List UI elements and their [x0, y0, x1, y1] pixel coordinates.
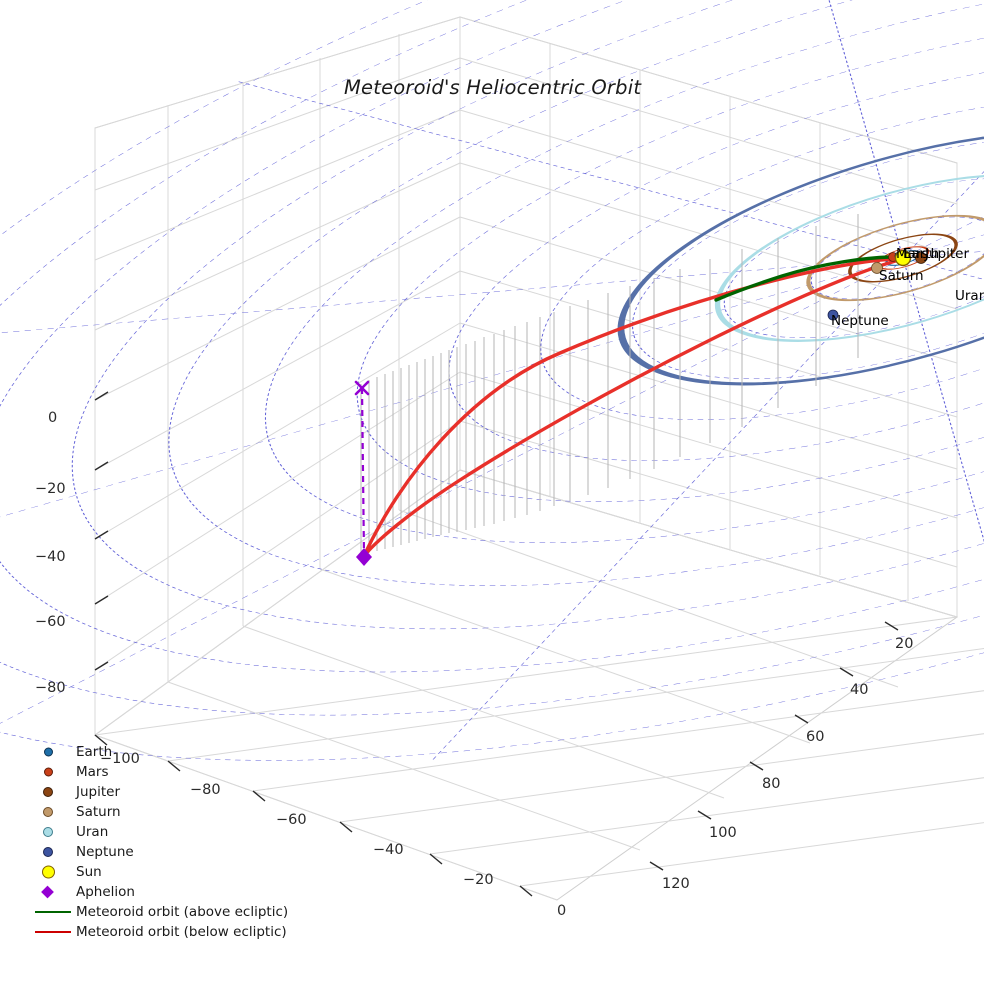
body-label-neptune: Neptune [831, 313, 889, 329]
legend-marker-jupiter [43, 787, 53, 797]
y-tick-label-1: 40 [850, 682, 869, 698]
legend-label: Meteoroid orbit (below ecliptic) [76, 924, 287, 940]
orbit-uran [714, 174, 984, 342]
legend-label: Neptune [76, 844, 134, 860]
legend-item-jupiter: Jupiter [30, 782, 320, 802]
legend-label: Sun [76, 864, 102, 880]
legend-item-saturn: Saturn [30, 802, 320, 822]
legend-label: Aphelion [76, 884, 135, 900]
legend-marker-earth [43, 747, 53, 757]
legend-label: Jupiter [76, 784, 121, 800]
legend-marker-saturn [43, 807, 53, 817]
z-tick-label-0: 0 [48, 410, 58, 426]
legend-marker-mars [43, 767, 53, 777]
legend-marker-neptune [43, 847, 53, 857]
projection-droplines [360, 214, 859, 556]
orbit-neptune [617, 130, 984, 386]
legend-item-meteoroid-orbit-above-ecliptic: Meteoroid orbit (above ecliptic) [30, 902, 320, 922]
legend-marker-aphelion [40, 885, 54, 899]
z-tick-label-3: −60 [35, 614, 66, 630]
y-tick-label-3: 80 [762, 776, 781, 792]
x-tick-label-2: −60 [276, 812, 307, 828]
body-dot-saturn [871, 262, 883, 274]
plot-legend: Earth Mars Jupiter Saturn Uran Neptune Sun Aphe… [30, 742, 320, 942]
axes3d-panes [93, 16, 984, 901]
x-tick-label-5: 0 [557, 903, 567, 919]
y-tick-label-5: 120 [662, 876, 690, 892]
legend-item-aphelion: Aphelion [30, 882, 320, 902]
meteoroid-orbit-below-ecliptic [362, 257, 905, 558]
legend-item-sun: Sun [30, 862, 320, 882]
aphelion-marker [356, 548, 372, 566]
body-label-uran: Uran [955, 288, 984, 304]
aphelion-projection-marker [354, 380, 370, 396]
z-tick-label-4: −80 [35, 680, 66, 696]
legend-label: Earth [76, 744, 113, 760]
x-tick-label-3: −40 [373, 842, 404, 858]
legend-label: Uran [76, 824, 109, 840]
z-tick-label-2: −40 [35, 549, 66, 565]
y-tick-label-0: 20 [895, 636, 914, 652]
orbit-saturn [806, 214, 984, 302]
sun-marker [894, 249, 912, 267]
body-label-mars: Mars [896, 246, 929, 262]
legend-label: Mars [76, 764, 109, 780]
legend-line-swatch [35, 911, 71, 913]
chart-title: Meteoroid's Heliocentric Orbit [344, 76, 642, 99]
z-tick-label-1: −20 [35, 481, 66, 497]
legend-item-uran: Uran [30, 822, 320, 842]
body-label-earth: Earth [903, 246, 940, 262]
legend-marker-sun [41, 865, 55, 879]
legend-label: Meteoroid orbit (above ecliptic) [76, 904, 289, 920]
legend-item-meteoroid-orbit-below-ecliptic: Meteoroid orbit (below ecliptic) [30, 922, 320, 942]
x-tick-label-4: −20 [463, 872, 494, 888]
legend-item-neptune: Neptune [30, 842, 320, 862]
axis-tick-marks [94, 391, 899, 897]
y-tick-label-2: 60 [806, 729, 825, 745]
legend-item-mars: Mars [30, 762, 320, 782]
planet-orbits [617, 130, 984, 386]
legend-item-earth: Earth [30, 742, 320, 762]
body-label-saturn: Saturn [879, 268, 924, 284]
orbit-jupiter [848, 233, 958, 283]
x-tick-label-1: −80 [190, 782, 221, 798]
x-tick-label-0: −100 [100, 751, 140, 767]
y-tick-label-4: 100 [709, 825, 737, 841]
legend-line-swatch [35, 931, 71, 933]
body-label-jupiter: Jupiter [925, 246, 970, 262]
legend-label: Saturn [76, 804, 121, 820]
body-dot-neptune [827, 309, 839, 321]
meteoroid-orbit-above-ecliptic [714, 255, 905, 302]
legend-marker-uran [43, 827, 53, 837]
body-dot-jupiter [915, 252, 927, 264]
